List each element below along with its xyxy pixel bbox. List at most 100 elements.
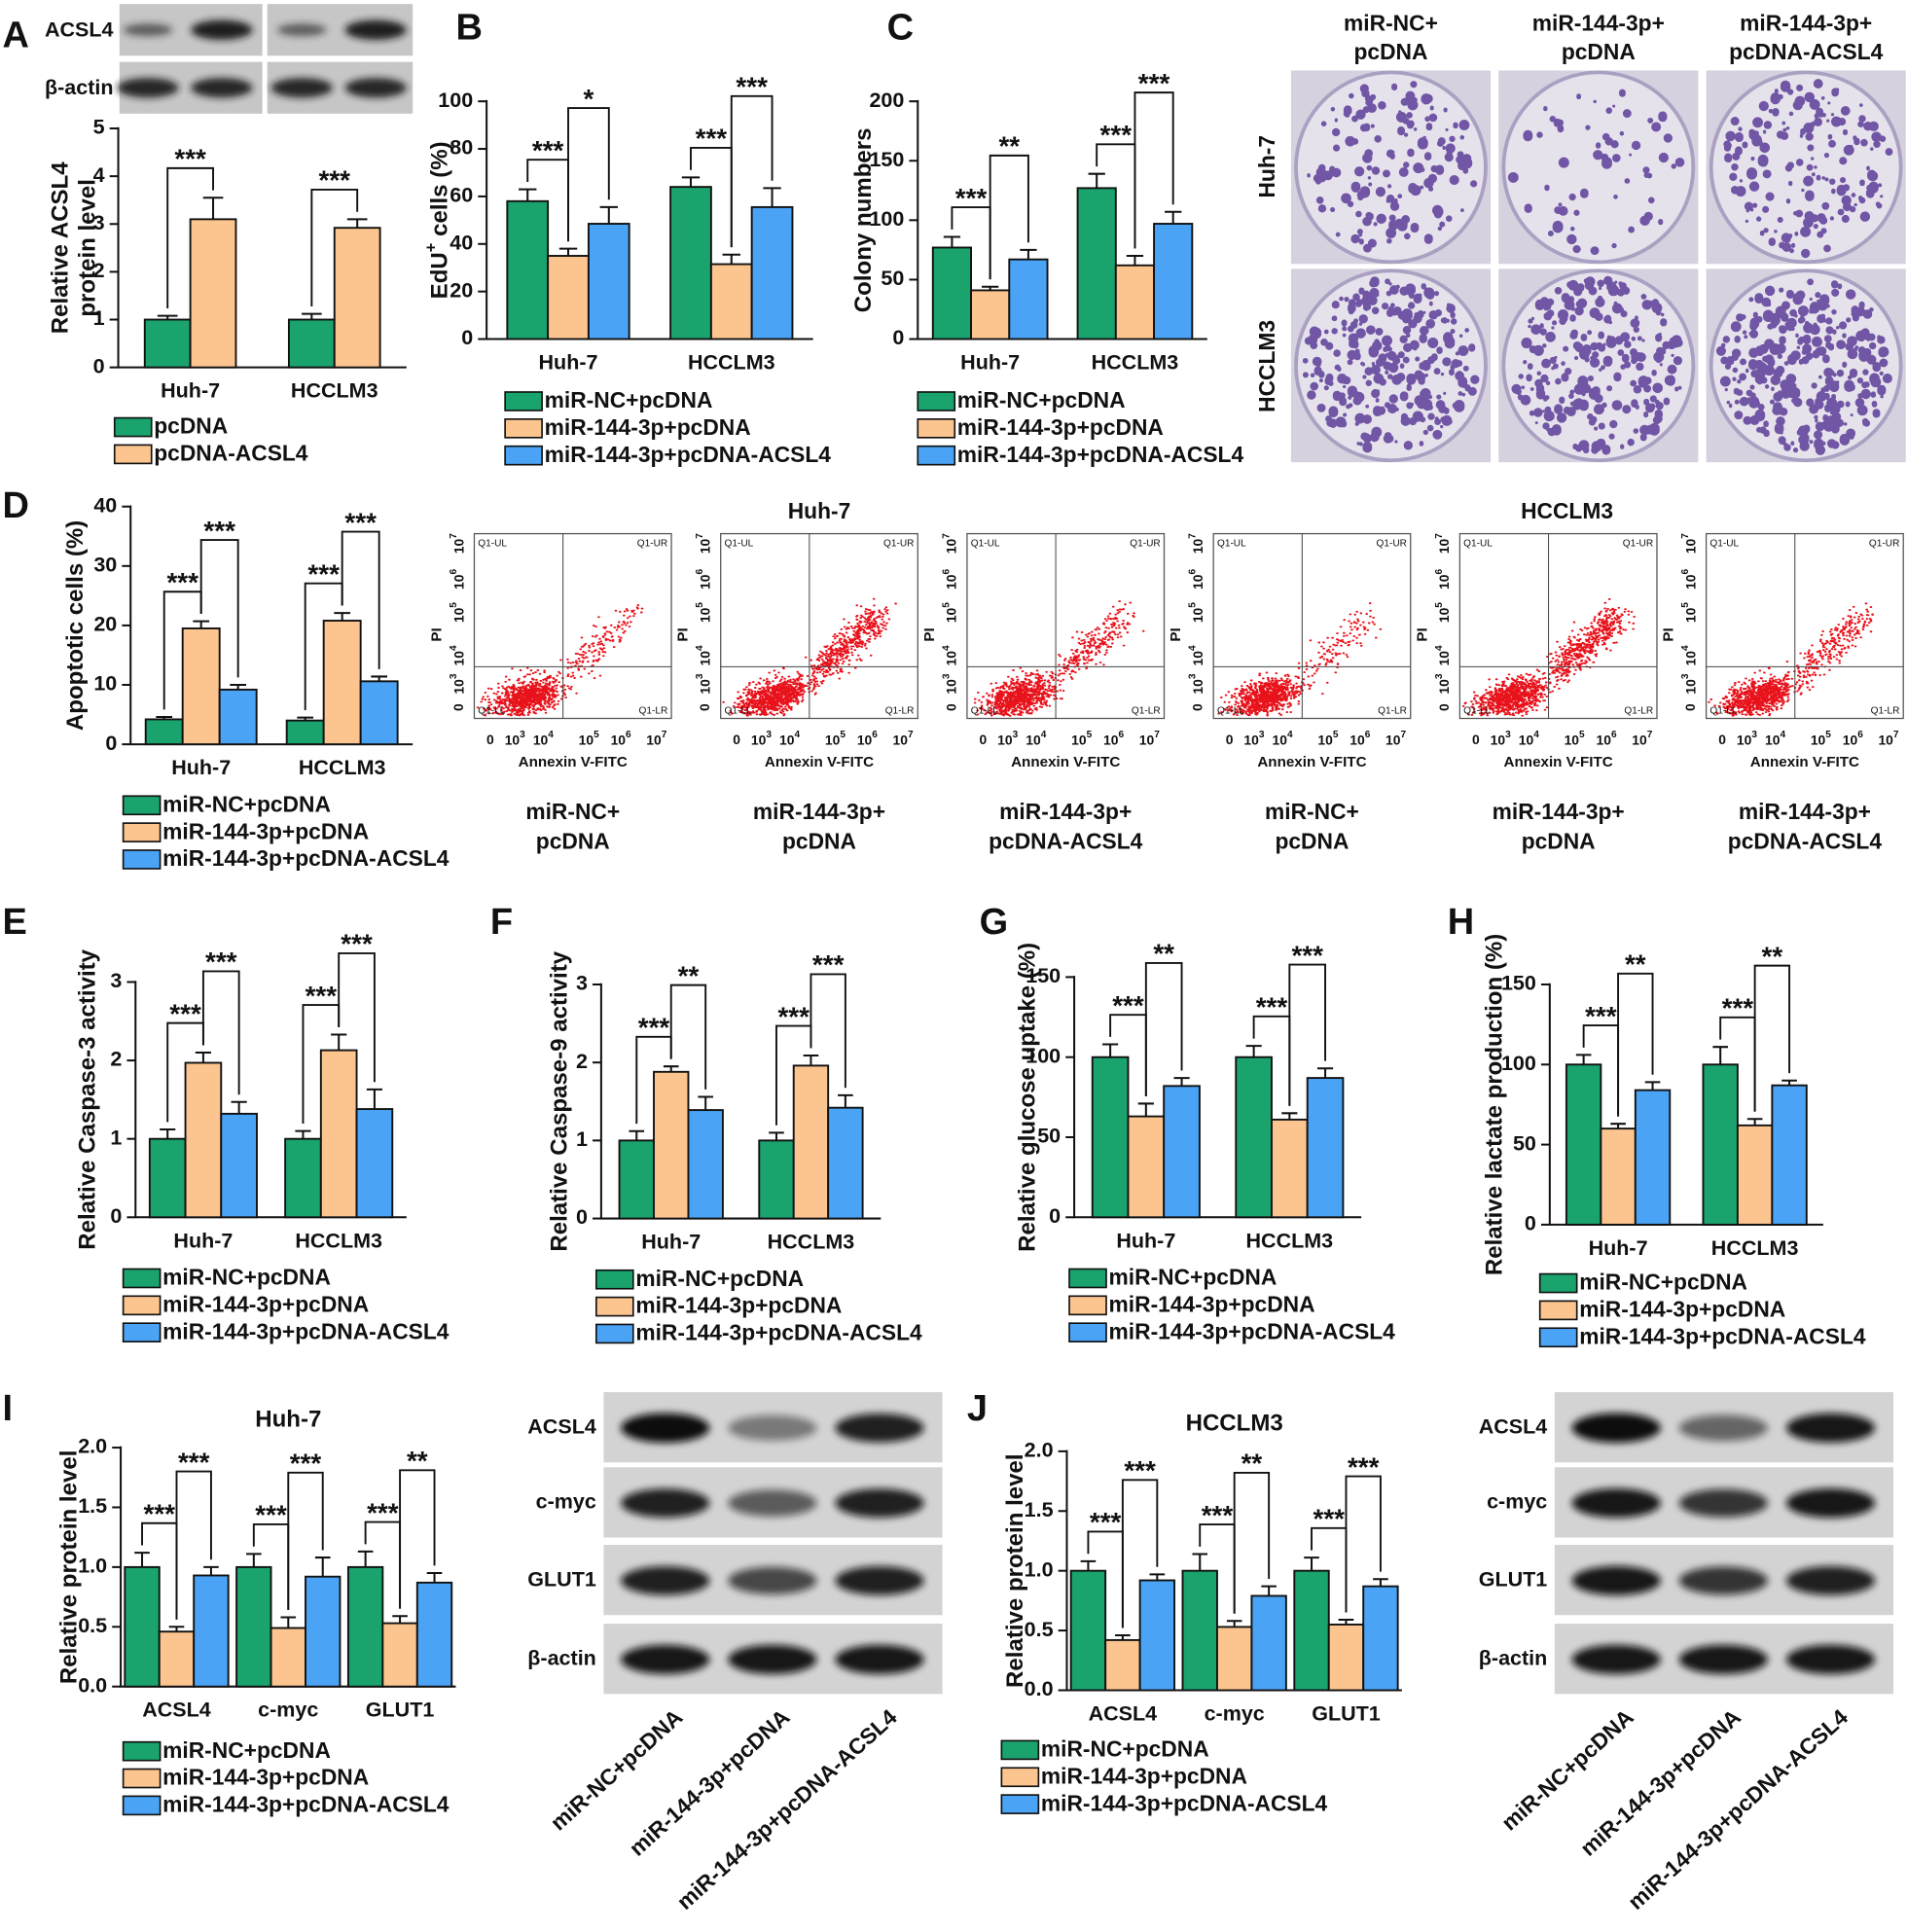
legend-label: miR-NC+pcDNA	[1579, 1270, 1747, 1295]
x-tick-label: GLUT1	[366, 1699, 435, 1722]
quadrant-label: Q1-UR	[637, 538, 667, 549]
bar	[931, 246, 972, 340]
panel-label: H	[1448, 902, 1474, 943]
bar	[124, 1565, 161, 1688]
bar	[1008, 258, 1049, 340]
legend-label: miR-144-3p+pcDNA-ACSL4	[545, 442, 832, 467]
legend-label: pcDNA-ACSL4	[154, 441, 308, 466]
flow-tick-exp: 6	[1611, 730, 1617, 740]
y-tick-label: 150	[1501, 972, 1536, 995]
bar	[1235, 1055, 1273, 1219]
bar	[709, 263, 753, 340]
flow-tick-exp: 4	[1434, 645, 1445, 651]
flow-y-label: PI	[675, 627, 692, 641]
bar	[184, 1061, 223, 1219]
flow-caption: pcDNA	[1275, 828, 1349, 853]
legend-swatch	[1538, 1272, 1578, 1294]
bar	[189, 218, 237, 369]
legend-swatch	[1068, 1268, 1107, 1289]
y-tick-label: 0	[110, 1204, 122, 1228]
significance-bracket	[1345, 1475, 1382, 1613]
y-tick-label: 100	[1025, 1044, 1061, 1067]
x-tick-label: Huh-7	[161, 379, 220, 403]
blot-band	[276, 23, 327, 37]
flow-tick-base: 10	[1843, 732, 1858, 747]
bar	[1634, 1089, 1672, 1226]
bar	[1114, 264, 1156, 340]
flow-tick-base: 10	[1737, 732, 1752, 747]
flow-tick-exp: 4	[449, 645, 459, 651]
panel-label: F	[490, 902, 513, 943]
bar	[618, 1139, 655, 1220]
y-axis-label: EdU+ cells (%)	[423, 141, 453, 299]
significance-bracket	[1144, 962, 1183, 1096]
flow-caption: miR-NC+	[1265, 799, 1359, 824]
quadrant-label: Q1-LR	[1624, 706, 1653, 717]
flow-tick-exp: 6	[1187, 569, 1198, 575]
error-bar	[366, 1088, 382, 1110]
error-bar	[1373, 1578, 1388, 1587]
legend-label: miR-144-3p+pcDNA	[545, 414, 751, 440]
bar	[287, 318, 336, 369]
chart-title: Huh-7	[255, 1407, 321, 1433]
blot-row-label: β-actin	[1479, 1647, 1548, 1670]
flow-tick-label: 104	[449, 645, 466, 665]
y-axis-label: Relative Caspase-3 activity	[75, 948, 101, 1249]
bar	[1565, 1063, 1602, 1226]
x-tick-label: Huh-7	[173, 1229, 233, 1252]
flow-events	[1461, 597, 1637, 717]
flow-tick-base: 10	[1436, 539, 1452, 555]
flow-tick-label: 0	[943, 703, 958, 711]
flow-tick-exp: 7	[1893, 730, 1899, 740]
colony-dots	[1715, 278, 1892, 455]
bar	[346, 1565, 384, 1688]
flow-tick-exp: 5	[1680, 602, 1691, 608]
flow-y-label: PI	[428, 627, 445, 641]
y-tick-label: 0	[1049, 1204, 1061, 1228]
x-tick-label: HCCLM3	[299, 756, 386, 779]
flow-caption: pcDNA-ACSL4	[989, 828, 1143, 853]
significance-label: ***	[169, 998, 201, 1028]
flow-tick-base: 10	[1025, 732, 1041, 747]
x-tick-label: HCCLM3	[688, 351, 775, 375]
panel-label: I	[3, 1388, 14, 1429]
flow-tick-exp: 7	[1400, 730, 1406, 740]
y-tick-label: 10	[93, 672, 117, 696]
error-bar	[982, 285, 999, 291]
flow-tick-base: 10	[579, 732, 594, 747]
flow-tick-base: 10	[1436, 607, 1452, 623]
flow-tick-base: 10	[697, 539, 712, 555]
significance-bracket	[1121, 1479, 1159, 1628]
y-tick-label: 3	[576, 972, 588, 995]
flow-plot-frame	[1458, 532, 1658, 720]
error-bar	[763, 187, 781, 207]
error-bar	[246, 1553, 262, 1567]
legend-label: miR-144-3p+pcDNA	[635, 1293, 842, 1318]
significance-bracket	[1753, 964, 1791, 1112]
y-tick-label: 0	[105, 732, 117, 755]
flow-tick-label: 105	[1187, 602, 1205, 623]
blot-band	[728, 1489, 817, 1517]
x-tick-label: HCCLM3	[1246, 1229, 1334, 1252]
y-axis-label: Relative Caspase-9 activity	[546, 950, 572, 1251]
flow-tick-label: 0	[697, 703, 712, 711]
legend-swatch	[122, 822, 162, 842]
significance-label: **	[678, 960, 700, 990]
significance-label: *	[583, 84, 594, 114]
quadrant-label: Q1-UL	[1463, 538, 1493, 549]
flow-tick-exp: 4	[1187, 645, 1198, 651]
bar	[415, 1581, 453, 1688]
legend-swatch	[113, 416, 153, 438]
flow-tick-label: 105	[449, 602, 466, 623]
flow-tick-exp: 4	[1533, 730, 1539, 740]
legend-label: miR-144-3p+pcDNA-ACSL4	[635, 1320, 922, 1345]
flow-tick-label: 107	[1385, 730, 1406, 747]
legend-label: miR-144-3p+pcDNA-ACSL4	[162, 1318, 450, 1343]
y-tick-label: 150	[869, 148, 904, 171]
flow-tick-base: 10	[1190, 539, 1205, 555]
flow-tick-base: 10	[1190, 651, 1205, 666]
error-bar	[371, 675, 388, 682]
significance-label: ***	[1124, 1455, 1156, 1485]
blot-band	[1785, 1565, 1876, 1595]
y-tick-label: 0	[892, 326, 904, 349]
